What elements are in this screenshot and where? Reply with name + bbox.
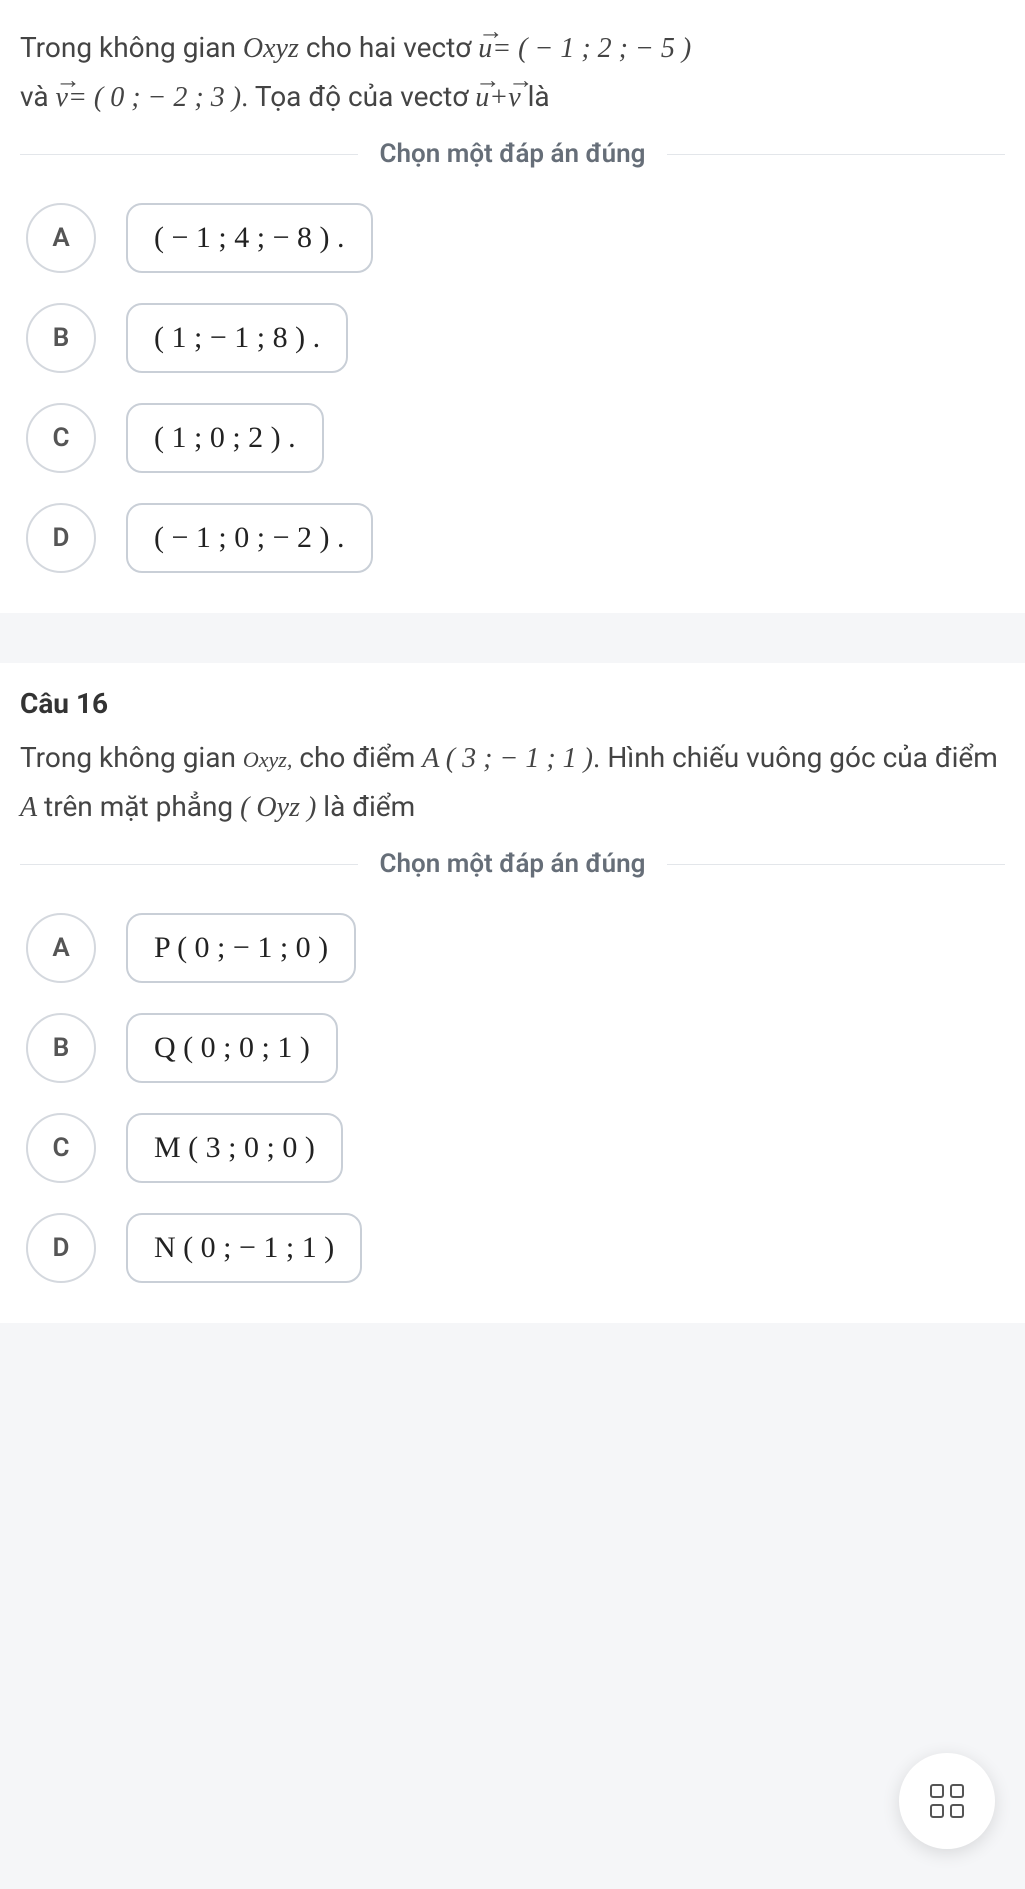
option-answer-c[interactable]: ( 1 ; 0 ; 2 ) . <box>126 403 324 473</box>
option-letter-b[interactable]: B <box>26 1013 96 1083</box>
option-answer-a[interactable]: P ( 0 ; − 1 ; 0 ) <box>126 913 356 983</box>
option-row-c[interactable]: C M ( 3 ; 0 ; 0 ) <box>26 1113 1005 1183</box>
option-row-a[interactable]: A ( − 1 ; 4 ; − 8 ) . <box>26 203 1005 273</box>
vector-v-icon: →v <box>56 74 68 122</box>
vector-u-icon: →u <box>478 25 492 73</box>
instruction-label: Chọn một đáp án đúng <box>358 849 668 879</box>
q1-text-4: . Tọa độ của vectơ <box>241 80 475 113</box>
option-row-a[interactable]: A P ( 0 ; − 1 ; 0 ) <box>26 913 1005 983</box>
option-letter-d[interactable]: D <box>26 503 96 573</box>
q2-text-3: . Hình chiếu vuông góc của điểm <box>593 741 998 774</box>
option-letter-d[interactable]: D <box>26 1213 96 1283</box>
option-row-d[interactable]: D ( − 1 ; 0 ; − 2 ) . <box>26 503 1005 573</box>
q1-eq1: = ( − 1 ; 2 ; − 5 ) <box>492 33 691 64</box>
vec-u-letter: u <box>478 33 492 64</box>
vector-u-icon: →u <box>475 74 489 122</box>
plus-sign: + <box>489 82 508 113</box>
vec-v-letter-2: v <box>508 82 520 113</box>
q2-plane: ( Oyz ) <box>240 792 316 823</box>
q2-text-2: cho điểm <box>292 741 422 774</box>
divider-line <box>20 864 358 865</box>
question-2-text: Trong không gian Oxyz, cho điểm A ( 3 ; … <box>20 734 1005 831</box>
option-row-d[interactable]: D N ( 0 ; − 1 ; 1 ) <box>26 1213 1005 1283</box>
q1-text-2: cho hai vectơ <box>299 31 478 64</box>
q2-text-4: trên mặt phẳng <box>37 790 240 823</box>
vec-v-letter: v <box>56 82 68 113</box>
divider-line <box>667 864 1005 865</box>
q2-point-a: A ( 3 ; − 1 ; 1 ) <box>422 743 593 774</box>
grid-icon <box>930 1784 964 1818</box>
option-letter-c[interactable]: C <box>26 403 96 473</box>
option-letter-a[interactable]: A <box>26 913 96 983</box>
divider-line <box>667 154 1005 155</box>
q1-eq2: = ( 0 ; − 2 ; 3 ) <box>68 82 241 113</box>
q1-text-5: là <box>521 80 550 113</box>
option-answer-a[interactable]: ( − 1 ; 4 ; − 8 ) . <box>126 203 373 273</box>
option-answer-b[interactable]: Q ( 0 ; 0 ; 1 ) <box>126 1013 338 1083</box>
option-answer-d[interactable]: N ( 0 ; − 1 ; 1 ) <box>126 1213 362 1283</box>
option-letter-c[interactable]: C <box>26 1113 96 1183</box>
vec-u-letter-2: u <box>475 82 489 113</box>
option-letter-b[interactable]: B <box>26 303 96 373</box>
q2-a-var: A <box>20 792 37 823</box>
question-card-2: Câu 16 Trong không gian Oxyz, cho điểm A… <box>0 663 1025 1323</box>
question-card-1: Trong không gian Oxyz cho hai vectơ →u= … <box>0 0 1025 613</box>
q1-space-var: Oxyz <box>243 33 299 64</box>
instruction-row: Chọn một đáp án đúng <box>20 139 1005 169</box>
q1-options: A ( − 1 ; 4 ; − 8 ) . B ( 1 ; − 1 ; 8 ) … <box>20 203 1005 573</box>
menu-fab-button[interactable] <box>899 1753 995 1849</box>
question-2-label: Câu 16 <box>20 687 1005 720</box>
instruction-label: Chọn một đáp án đúng <box>358 139 668 169</box>
option-letter-a[interactable]: A <box>26 203 96 273</box>
vector-v-icon: →v <box>508 74 520 122</box>
q2-text-1: Trong không gian <box>20 741 243 774</box>
q2-options: A P ( 0 ; − 1 ; 0 ) B Q ( 0 ; 0 ; 1 ) C … <box>20 913 1005 1283</box>
option-row-c[interactable]: C ( 1 ; 0 ; 2 ) . <box>26 403 1005 473</box>
q2-text-5: là điểm <box>316 790 415 823</box>
instruction-row: Chọn một đáp án đúng <box>20 849 1005 879</box>
option-answer-d[interactable]: ( − 1 ; 0 ; − 2 ) . <box>126 503 373 573</box>
option-answer-b[interactable]: ( 1 ; − 1 ; 8 ) . <box>126 303 348 373</box>
q1-text-1: Trong không gian <box>20 31 243 64</box>
option-row-b[interactable]: B Q ( 0 ; 0 ; 1 ) <box>26 1013 1005 1083</box>
option-answer-c[interactable]: M ( 3 ; 0 ; 0 ) <box>126 1113 343 1183</box>
q2-space-var: Oxyz, <box>243 747 292 772</box>
q1-text-3: và <box>20 80 56 113</box>
question-1-text: Trong không gian Oxyz cho hai vectơ →u= … <box>20 24 1005 121</box>
option-row-b[interactable]: B ( 1 ; − 1 ; 8 ) . <box>26 303 1005 373</box>
divider-line <box>20 154 358 155</box>
